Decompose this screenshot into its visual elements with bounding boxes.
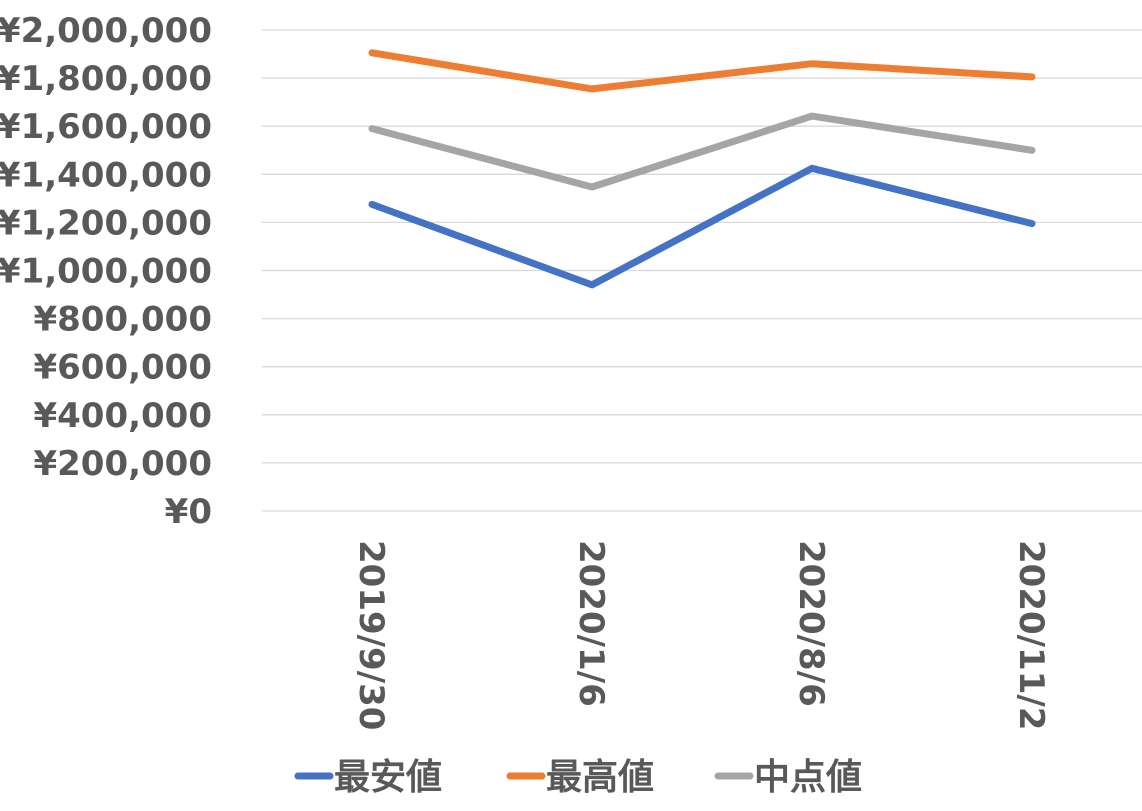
y-tick-label: ¥1,200,000 [0,203,212,243]
y-tick-label: ¥1,400,000 [0,155,212,195]
gridlines [262,29,1142,512]
x-tick-label: 2020/1/6 [571,540,611,707]
y-tick-label: ¥0 [165,492,212,532]
legend: 最安値 最高値 中点値 [294,757,862,798]
y-axis-tick-labels: ¥0 ¥200,000 ¥400,000 ¥600,000 ¥800,000 ¥1,000… [0,11,212,532]
x-tick-label: 2020/8/6 [791,540,831,707]
y-tick-label: ¥800,000 [33,300,212,340]
y-tick-label: ¥200,000 [33,444,212,484]
x-tick-label: 2020/11/2 [1011,540,1051,730]
series-line [368,164,1036,289]
legend-label: 最安値 [334,757,442,798]
y-tick-label: ¥600,000 [33,348,212,388]
x-tick-label: 2019/9/30 [351,540,391,730]
series-line [368,49,1036,93]
legend-label: 最高値 [546,757,654,798]
y-tick-label: ¥1,800,000 [0,59,212,99]
x-axis-tick-labels: 2019/9/30 2020/1/6 2020/8/6 2020/11/2 [351,540,1051,730]
y-tick-label: ¥400,000 [33,396,212,436]
series-line [368,112,1036,191]
y-tick-label: ¥1,000,000 [0,252,212,292]
series-lines [368,49,1036,289]
y-tick-label: ¥1,600,000 [0,107,212,147]
legend-label: 中点値 [754,757,862,798]
y-tick-label: ¥2,000,000 [0,11,212,51]
